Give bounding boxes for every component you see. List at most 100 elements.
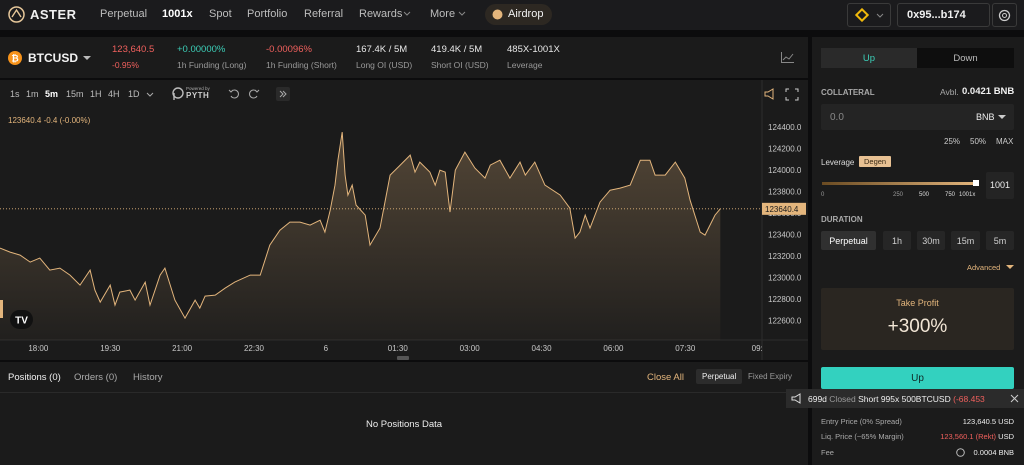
side-label: Down: [953, 53, 978, 64]
slider-mark: 250: [893, 192, 904, 198]
btc-icon: ₿: [8, 51, 22, 65]
chevron: [83, 56, 91, 60]
chart-tools[interactable]: [764, 88, 804, 101]
interval[interactable]: 1D: [128, 89, 140, 99]
y-tick-label: 123000.0: [768, 274, 802, 283]
tab[interactable]: Orders (0): [74, 372, 118, 383]
expand-toolbar[interactable]: [276, 87, 290, 101]
chevron: [458, 11, 466, 16]
x-tick-label: 09:: [752, 344, 763, 353]
duration-button[interactable]: 5m: [986, 231, 1014, 250]
airdrop-button[interactable]: Airdrop: [485, 4, 552, 25]
toast-text: 699d Closed Short 995x 500BTCUSD (-68.45…: [808, 394, 1004, 404]
row-label: Fee: [821, 448, 834, 457]
leverage-label: Leverage: [821, 158, 855, 167]
svg-text:₿: ₿: [11, 54, 18, 64]
interval[interactable]: 4H: [108, 89, 120, 99]
toast: 699d Closed Short 995x 500BTCUSD (-68.45…: [786, 389, 1024, 408]
divider: [0, 392, 808, 393]
slider-mark: 750: [945, 192, 956, 198]
wallet-button[interactable]: 0x95...b174: [897, 3, 990, 27]
amount-input[interactable]: 0.0 BNB: [821, 104, 1014, 130]
x-tick-label: 06:00: [603, 344, 624, 353]
price-change: -0.95%: [112, 60, 139, 70]
last-price-label: 123640.4: [765, 205, 799, 214]
undo-redo[interactable]: [228, 88, 268, 100]
stat-value: -0.00096%: [266, 44, 312, 55]
symbol[interactable]: BTCUSD: [28, 51, 78, 65]
duration-label: 5m: [993, 236, 1007, 246]
chain-button[interactable]: [847, 3, 891, 27]
slider-thumb[interactable]: [973, 180, 979, 186]
preset[interactable]: 25%: [944, 137, 961, 146]
slider-mark: 1001x: [959, 192, 976, 198]
nav-item[interactable]: Spot: [209, 8, 232, 20]
row-value: 123,560.1 (Rekt): [940, 432, 997, 441]
duration-button[interactable]: 30m: [917, 231, 945, 250]
chart-toggle-icon[interactable]: [781, 52, 794, 63]
leverage-slider[interactable]: [822, 182, 976, 185]
interval[interactable]: 1H: [90, 89, 102, 99]
x-tick-label: 21:00: [172, 344, 193, 353]
x-tick-label: 04:30: [532, 344, 553, 353]
duration-button[interactable]: Perpetual: [821, 231, 876, 250]
top-nav: ASTER Perpetual 1001x Spot Portfolio Ref…: [0, 0, 1024, 30]
tab[interactable]: Positions (0): [8, 372, 61, 383]
interval[interactable]: 15m: [66, 89, 84, 99]
side-tab-down[interactable]: Down: [917, 48, 1014, 68]
preset[interactable]: 50%: [970, 137, 987, 146]
price-readout: 123640.4 -0.4 (-0.00%): [8, 116, 91, 125]
tab[interactable]: History: [133, 372, 163, 383]
powered-by: Powered by: [186, 86, 210, 91]
nav-item[interactable]: Portfolio: [247, 8, 288, 20]
close-all[interactable]: Close All: [647, 372, 684, 383]
stat-label: Leverage: [507, 60, 543, 70]
preset[interactable]: MAX: [996, 137, 1014, 146]
toast-status: Closed: [829, 394, 856, 404]
row-label: Liq. Price (~65% Margin): [821, 432, 904, 441]
x-tick-label: 22:30: [244, 344, 265, 353]
toast-close[interactable]: [1010, 394, 1019, 403]
tradingview-logo: TV: [10, 310, 33, 329]
side-label: Up: [862, 53, 876, 64]
bnb-icon: [855, 8, 869, 22]
chevron[interactable]: [146, 92, 154, 98]
mode[interactable]: Fixed Expiry: [748, 372, 793, 381]
ticker-bar: ₿ BTCUSD 123,640.5 -0.95% +0.00000% 1h F…: [0, 37, 808, 78]
x-tick-label: 19:30: [100, 344, 121, 353]
take-profit-box[interactable]: Take Profit +300%: [821, 288, 1014, 350]
row-value: 123,640.5 USD: [962, 417, 1014, 426]
y-tick-label: 123400.0: [768, 231, 802, 240]
submit-button[interactable]: Up: [821, 367, 1014, 389]
side-tab-up[interactable]: Up: [821, 48, 917, 68]
price-line: [0, 132, 721, 320]
mode-selected[interactable]: Perpetual: [696, 369, 742, 384]
y-tick-label: 122600.0: [768, 317, 802, 326]
nav-item[interactable]: Rewards: [359, 8, 403, 20]
stat-value: 419.4K / 5M: [431, 44, 483, 55]
stat-label: Long OI (USD): [356, 60, 413, 70]
nav-item[interactable]: More: [430, 8, 456, 20]
section-label: COLLATERAL: [821, 88, 875, 97]
tv-icon: TV: [15, 316, 28, 327]
duration-button[interactable]: 15m: [951, 231, 980, 250]
airdrop-label: Airdrop: [508, 8, 544, 20]
expand-icon: [279, 90, 287, 98]
leverage-input[interactable]: 1001: [986, 172, 1014, 199]
interval[interactable]: 5m: [45, 89, 59, 99]
nav-item[interactable]: Perpetual: [100, 8, 148, 20]
advanced-toggle[interactable]: Advanced: [967, 263, 1001, 272]
take-profit-label: Take Profit: [896, 298, 939, 308]
interval[interactable]: 1m: [26, 89, 39, 99]
mode-label: Perpetual: [702, 372, 737, 381]
settings-button[interactable]: [992, 3, 1017, 27]
duration-label: 15m: [956, 236, 975, 246]
resize-handle[interactable]: [397, 356, 409, 360]
nav-item[interactable]: 1001x: [162, 8, 193, 20]
stat-label: 1h Funding (Long): [177, 60, 247, 70]
chevron: [998, 115, 1006, 119]
duration-button[interactable]: 1h: [883, 231, 911, 250]
interval[interactable]: 1s: [10, 89, 20, 99]
nav-item[interactable]: Referral: [304, 8, 344, 20]
